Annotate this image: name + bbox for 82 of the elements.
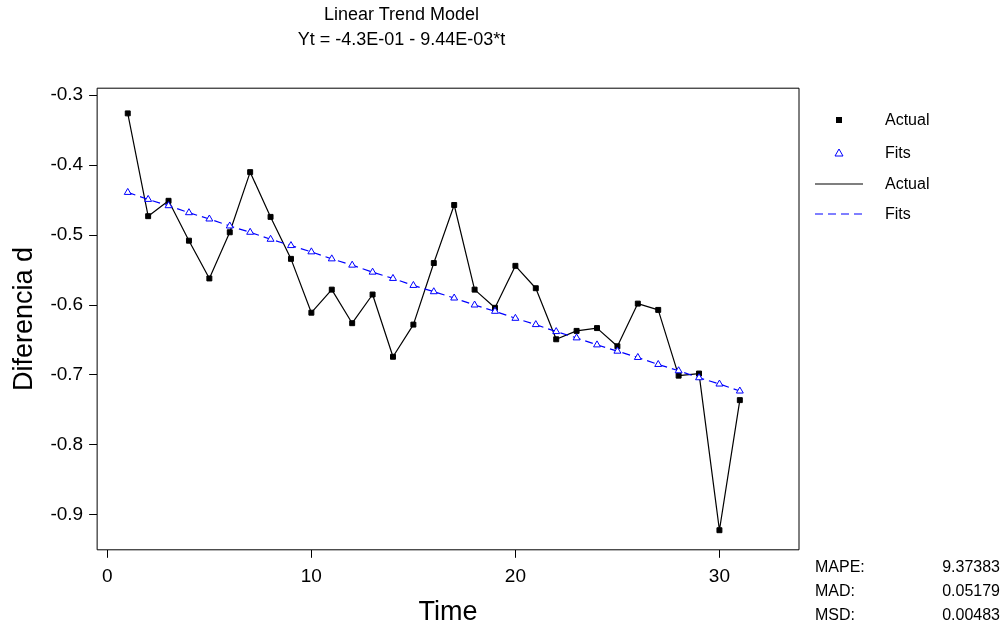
- y-tick-label: -0.7: [50, 363, 84, 385]
- y-tick-label: -0.3: [50, 83, 84, 105]
- point: [470, 300, 479, 308]
- y-axis-title: Diferencia d: [7, 246, 38, 392]
- point: [675, 372, 682, 379]
- point: [184, 208, 193, 216]
- point: [226, 229, 233, 236]
- legend-label: Actual: [885, 174, 930, 194]
- y-tick-label: -0.4: [50, 153, 84, 175]
- text: 0.00483: [942, 605, 1000, 625]
- x-axis-title: Time: [418, 596, 478, 627]
- point: [246, 227, 255, 235]
- y-tick-label: -0.8: [50, 433, 84, 455]
- point: [430, 260, 437, 267]
- point: [144, 194, 153, 202]
- point: [266, 234, 275, 242]
- point: [410, 321, 417, 328]
- point: [369, 291, 376, 298]
- point: [123, 187, 132, 195]
- point: [531, 320, 540, 328]
- text: 0.05179: [942, 581, 1000, 601]
- point: [512, 262, 519, 269]
- point: [185, 237, 192, 244]
- point: [206, 275, 213, 282]
- text: Actual: [885, 110, 930, 128]
- point: [287, 255, 294, 262]
- point: [716, 527, 723, 534]
- point: [451, 202, 458, 208]
- point: [247, 169, 254, 176]
- point: [267, 213, 274, 220]
- chart-subtitle: Yt = -4.3E-01 - 9.44E-03*t: [297, 29, 506, 50]
- point: [307, 247, 316, 255]
- point: [205, 214, 214, 222]
- point: [654, 359, 663, 367]
- point: [328, 286, 335, 293]
- y-tick-label: -0.6: [50, 293, 84, 315]
- point: [429, 287, 438, 295]
- point: [573, 327, 580, 334]
- point: [287, 241, 295, 249]
- point: [674, 366, 683, 374]
- point: [348, 260, 357, 268]
- point: [409, 280, 418, 288]
- point: [532, 285, 539, 292]
- y-tick-label: -0.5: [50, 223, 84, 245]
- point: [634, 300, 641, 307]
- point: [553, 336, 560, 343]
- point: [145, 213, 152, 220]
- x-tick-label: 20: [504, 565, 526, 587]
- point: [593, 340, 601, 348]
- point: [225, 221, 234, 229]
- point: [164, 201, 173, 209]
- point: [511, 313, 520, 321]
- x-tick-label: 10: [300, 565, 322, 587]
- point: [715, 379, 724, 387]
- point: [327, 254, 336, 262]
- point: [633, 352, 642, 360]
- text: MAPE:: [815, 557, 865, 577]
- point: [655, 306, 662, 313]
- text: MAD:: [815, 581, 855, 601]
- point: [594, 325, 600, 332]
- text: MSD:: [815, 605, 855, 625]
- point: [390, 353, 396, 360]
- point: [471, 286, 478, 293]
- text: 9.37383: [942, 557, 1000, 577]
- point: [695, 373, 703, 381]
- point: [368, 267, 377, 275]
- point: [450, 293, 459, 301]
- point: [572, 333, 581, 341]
- point: [349, 320, 356, 327]
- point: [124, 110, 131, 117]
- y-tick-label: -0.9: [50, 503, 84, 525]
- point: [736, 397, 743, 404]
- point: [735, 386, 744, 394]
- legend-label: Fits: [885, 204, 911, 224]
- text: Fits: [885, 143, 911, 161]
- point: [613, 346, 622, 354]
- point: [308, 309, 315, 316]
- chart-title: Linear Trend Model: [323, 3, 480, 24]
- point: [389, 273, 397, 281]
- point: [552, 327, 561, 335]
- x-tick-label: 30: [708, 565, 730, 587]
- x-tick-label: 0: [102, 565, 113, 587]
